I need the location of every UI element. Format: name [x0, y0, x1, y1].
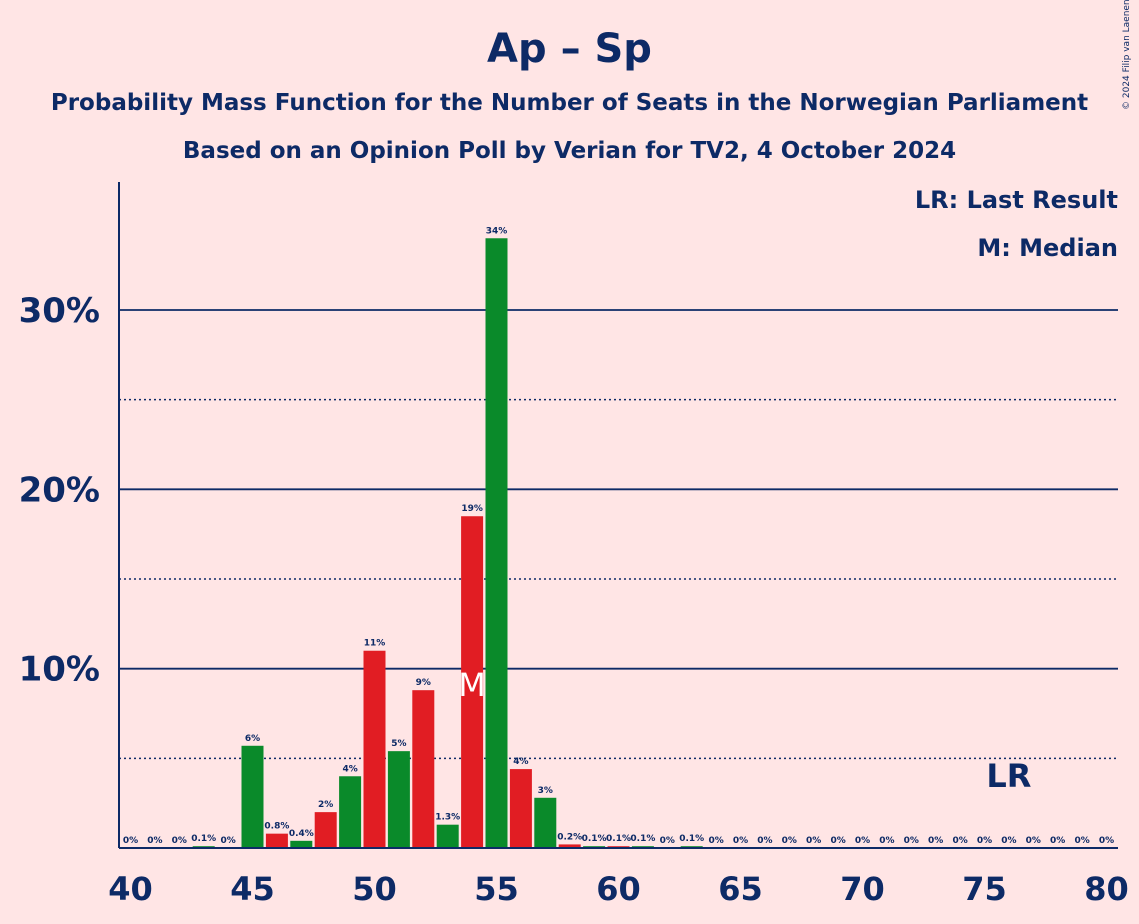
data-label: 0%	[952, 836, 967, 846]
bar-seat-55	[485, 238, 508, 848]
data-label: 0%	[855, 836, 870, 846]
x-tick-label: 45	[230, 870, 275, 908]
data-label: 0%	[879, 836, 894, 846]
data-label: 0%	[757, 836, 772, 846]
data-label: 1.3%	[435, 813, 460, 823]
data-label: 0.2%	[557, 832, 582, 842]
chart-subtitle-source: Based on an Opinion Poll by Verian for T…	[182, 138, 957, 164]
data-label: 0%	[1099, 836, 1114, 846]
data-label: 0%	[928, 836, 943, 846]
bar-seat-53	[436, 824, 459, 848]
data-label: 0%	[147, 836, 162, 846]
data-label: 0%	[220, 836, 235, 846]
x-tick-label: 40	[108, 870, 153, 908]
legend-median: M: Median	[977, 234, 1118, 262]
data-label: 0%	[904, 836, 919, 846]
data-label: 0%	[708, 836, 723, 846]
data-label: 0.1%	[679, 834, 704, 844]
data-label: 5%	[391, 739, 406, 749]
data-label: 0%	[830, 836, 845, 846]
x-tick-label: 55	[474, 870, 519, 908]
y-tick-label: 20%	[19, 470, 100, 510]
bar-seat-57	[534, 797, 557, 848]
data-label: 0.1%	[582, 834, 607, 844]
data-label: 3%	[538, 786, 553, 796]
data-label: 6%	[245, 734, 260, 744]
x-tick-label: 80	[1084, 870, 1129, 908]
last-result-marker: LR	[986, 757, 1031, 795]
data-label: 0.1%	[606, 834, 631, 844]
x-tick-label: 60	[596, 870, 641, 908]
bar-seat-50	[363, 650, 386, 848]
data-label: 0%	[733, 836, 748, 846]
data-label: 0%	[1001, 836, 1016, 846]
x-tick-label: 50	[352, 870, 397, 908]
data-label: 0%	[977, 836, 992, 846]
bar-seat-56	[509, 769, 532, 848]
data-label: 0.8%	[264, 822, 289, 832]
data-label: 19%	[461, 504, 483, 514]
x-tick-label: 65	[718, 870, 763, 908]
bar-seat-45	[241, 745, 264, 848]
data-label: 0.1%	[191, 834, 216, 844]
data-label: 0%	[782, 836, 797, 846]
chart-title: Ap – Sp	[487, 26, 652, 72]
data-label: 2%	[318, 800, 333, 810]
bar-seat-47	[290, 840, 313, 848]
chart-subtitle: Probability Mass Function for the Number…	[50, 90, 1089, 116]
data-label: 0%	[806, 836, 821, 846]
bar-seat-52	[412, 690, 435, 848]
y-tick-label: 30%	[19, 291, 100, 331]
bar-seat-54	[461, 516, 484, 848]
legend-last-result: LR: Last Result	[914, 186, 1118, 214]
median-marker: M	[458, 666, 486, 704]
data-label: 0%	[660, 836, 675, 846]
x-tick-label: 70	[840, 870, 885, 908]
data-label: 0.1%	[630, 834, 655, 844]
x-tick-label: 75	[962, 870, 1007, 908]
data-label: 0%	[172, 836, 187, 846]
data-label: 0%	[1074, 836, 1089, 846]
bar-seat-49	[339, 776, 362, 848]
data-label: 0%	[1026, 836, 1041, 846]
data-label: 0%	[123, 836, 138, 846]
bar-seat-51	[387, 751, 410, 848]
bar-seat-48	[314, 812, 337, 848]
data-label: 4%	[513, 757, 528, 767]
data-label: 4%	[342, 764, 357, 774]
data-label: 9%	[416, 678, 431, 688]
bar-seat-46	[265, 833, 288, 848]
data-label: 11%	[364, 639, 386, 649]
data-label: 0.4%	[289, 829, 314, 839]
y-tick-label: 10%	[19, 650, 100, 690]
bar-seat-58	[558, 844, 581, 848]
data-label: 0%	[1050, 836, 1065, 846]
data-label: 34%	[486, 226, 508, 236]
